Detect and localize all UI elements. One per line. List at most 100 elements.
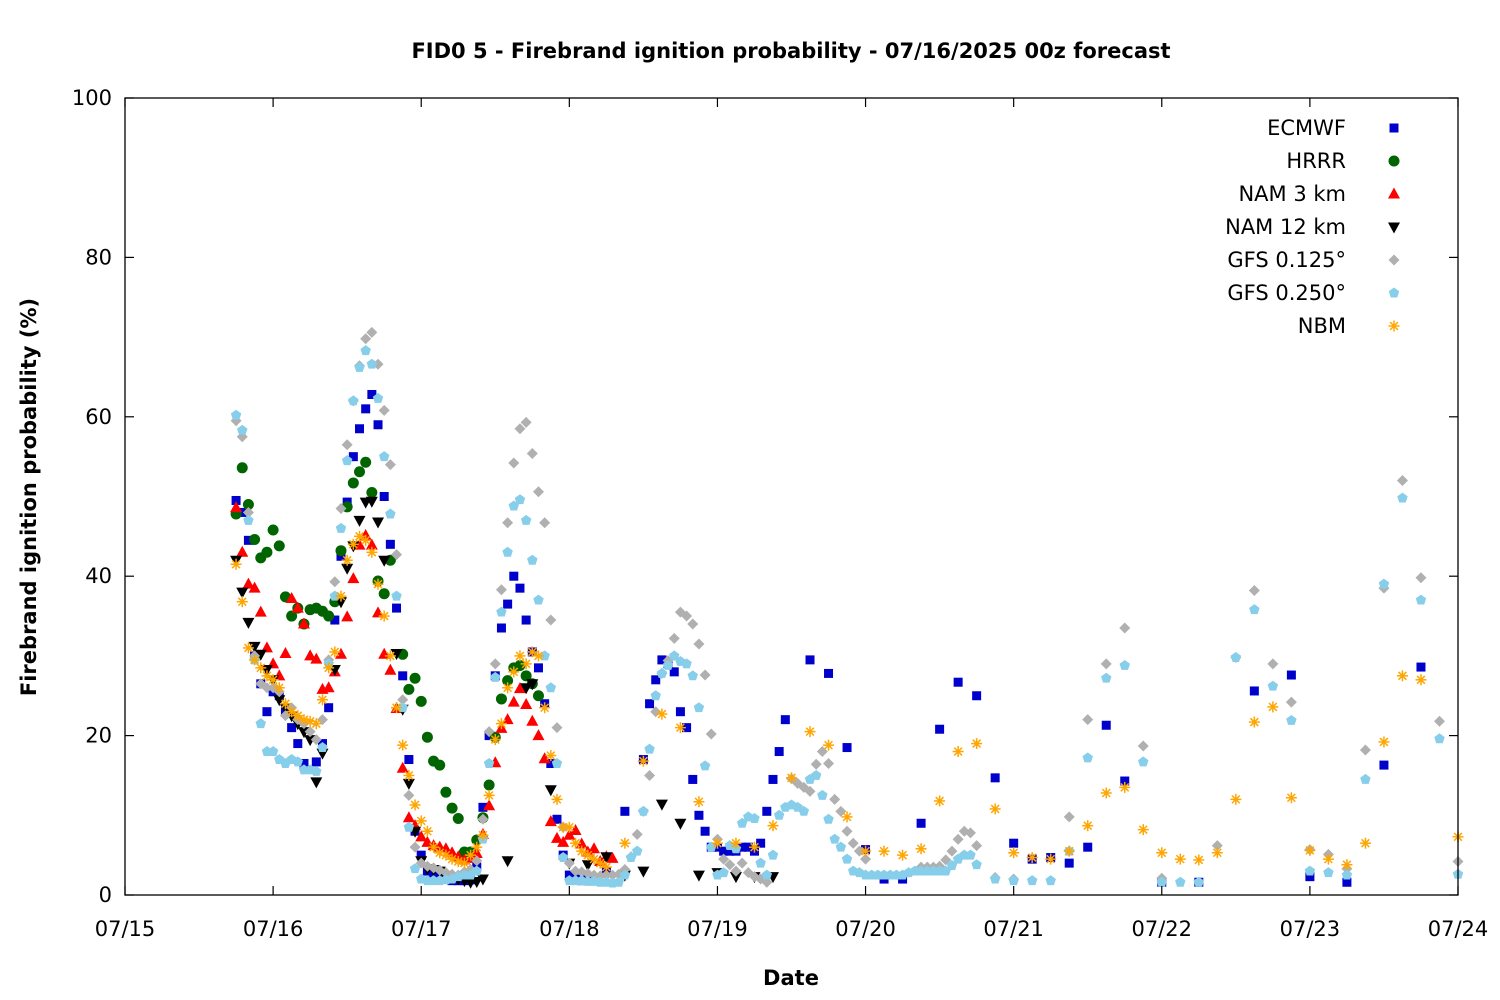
data-point	[1304, 865, 1316, 876]
data-point	[273, 695, 286, 707]
data-point	[533, 594, 544, 605]
data-point-stroke	[466, 850, 476, 860]
data-point	[397, 694, 409, 706]
data-point-stroke	[367, 547, 377, 557]
data-point	[730, 865, 742, 877]
data-point	[972, 691, 982, 701]
data-point	[953, 677, 963, 687]
data-point	[952, 833, 964, 845]
data-point	[1120, 776, 1130, 786]
data-point	[557, 852, 569, 862]
data-point	[304, 649, 317, 661]
data-point	[651, 675, 661, 685]
data-point	[385, 508, 396, 519]
data-point-stroke	[824, 740, 833, 750]
data-point	[341, 455, 353, 466]
legend-label: ECMWF	[1267, 116, 1346, 140]
data-point	[477, 829, 489, 841]
chart-title: FID0 5 - Firebrand ignition probability …	[411, 39, 1170, 63]
data-point	[1378, 578, 1390, 589]
data-point-stroke	[1268, 702, 1278, 712]
data-point-stroke	[460, 858, 469, 868]
legend-item: NAM 12 km	[1225, 215, 1400, 239]
data-point	[261, 670, 273, 682]
data-point-stroke	[318, 695, 327, 705]
data-point-stroke	[589, 854, 599, 864]
data-point	[513, 682, 526, 694]
data-point	[546, 758, 556, 768]
data-point	[279, 698, 291, 710]
data-point	[465, 849, 477, 861]
data-point	[478, 802, 488, 812]
data-point	[736, 857, 748, 869]
data-point	[1137, 740, 1149, 752]
data-point	[310, 652, 323, 664]
data-point	[582, 849, 594, 861]
data-point	[1285, 792, 1297, 804]
data-point-stroke	[1083, 821, 1093, 831]
data-point	[476, 874, 489, 886]
data-point	[286, 610, 298, 622]
data-point	[514, 650, 526, 662]
data-point	[935, 724, 945, 734]
data-point	[1101, 672, 1112, 683]
data-point	[749, 812, 760, 823]
data-point	[316, 694, 328, 706]
data-point	[242, 617, 255, 629]
data-point-stroke	[293, 711, 303, 721]
data-point	[829, 833, 840, 844]
data-point	[1249, 686, 1259, 696]
data-point	[688, 774, 698, 784]
legend-label: GFS 0.250°	[1227, 281, 1346, 305]
data-point	[292, 710, 304, 722]
data-point	[440, 849, 452, 861]
data-point	[1211, 847, 1223, 859]
data-point	[496, 623, 506, 633]
data-point	[557, 835, 570, 847]
data-point	[237, 507, 247, 517]
x-tick-label: 07/19	[687, 917, 748, 941]
data-point-stroke	[447, 854, 457, 864]
data-point	[526, 447, 538, 459]
data-point	[1397, 492, 1408, 503]
data-point	[1230, 651, 1242, 662]
x-tick-label: 07/21	[983, 917, 1044, 941]
data-point	[354, 530, 366, 542]
data-point-stroke	[497, 719, 506, 729]
data-point	[526, 646, 538, 658]
data-point	[279, 710, 291, 722]
plot-frame	[124, 97, 1459, 896]
data-point	[681, 610, 693, 622]
data-point	[404, 755, 414, 765]
data-point	[674, 818, 687, 830]
data-point	[669, 667, 679, 677]
data-point	[409, 863, 421, 874]
data-point	[285, 592, 298, 604]
data-point	[1415, 572, 1427, 584]
data-point-stroke	[373, 579, 383, 589]
data-point	[1341, 869, 1353, 880]
data-point	[317, 742, 328, 752]
data-point-stroke	[330, 647, 340, 657]
x-tick-label: 07/15	[95, 917, 156, 941]
data-point	[1285, 696, 1297, 708]
data-point	[335, 502, 347, 514]
data-point	[489, 734, 501, 746]
data-point	[1359, 744, 1371, 756]
data-point	[360, 345, 371, 356]
data-point	[638, 805, 649, 816]
legend-item: GFS 0.125°	[1227, 248, 1400, 272]
data-point	[662, 659, 674, 670]
data-point	[434, 759, 446, 771]
data-point	[403, 789, 415, 801]
data-point	[311, 757, 321, 767]
data-point	[1008, 875, 1019, 886]
y-tick-label: 0	[99, 883, 112, 907]
data-point	[367, 389, 377, 399]
data-point	[310, 777, 323, 789]
data-point-stroke	[620, 838, 630, 848]
data-point	[1396, 670, 1408, 682]
data-point	[378, 451, 390, 462]
data-point	[780, 715, 790, 725]
data-point	[841, 853, 853, 864]
